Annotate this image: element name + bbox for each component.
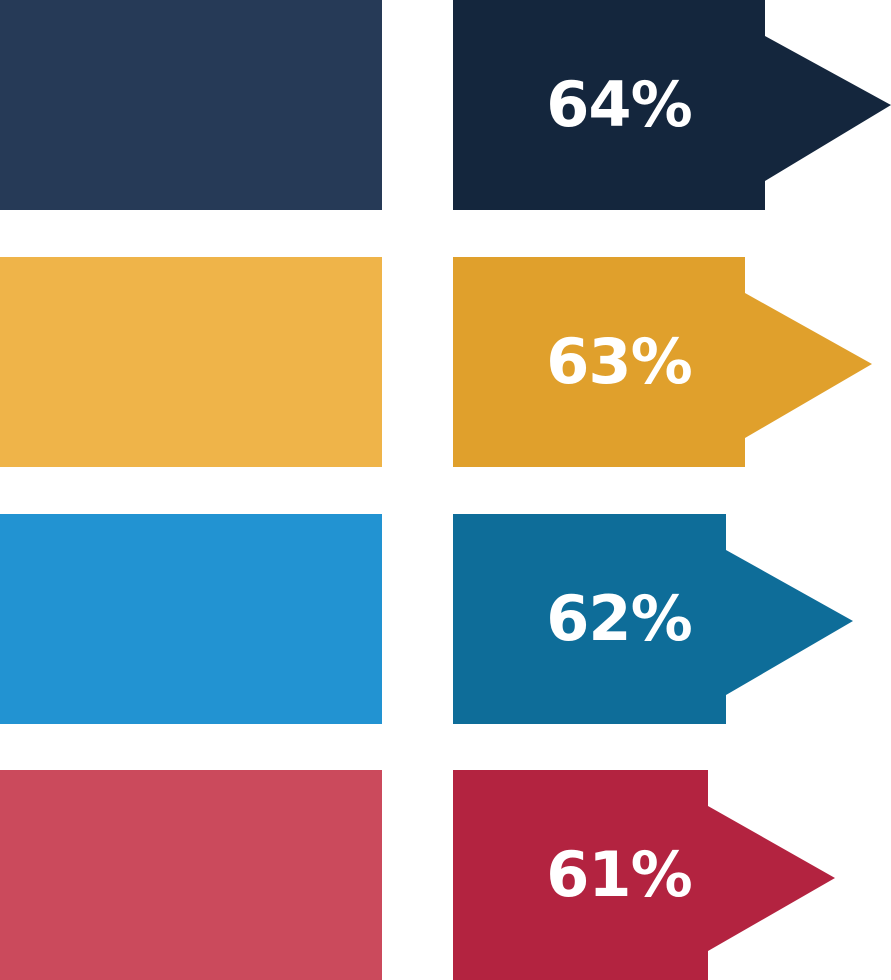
bar-row-1: 64% <box>0 0 891 210</box>
arrow-tag-3: 62% <box>453 514 891 724</box>
percent-label-2: 63% <box>546 325 692 398</box>
percent-label-4: 61% <box>546 838 692 911</box>
color-block-1 <box>0 0 382 210</box>
arrow-shape-4 <box>453 770 835 980</box>
color-block-4 <box>0 770 382 980</box>
arrow-tag-4: 61% <box>453 770 891 980</box>
percent-label-3: 62% <box>546 582 692 655</box>
arrow-tag-1: 64% <box>453 0 891 210</box>
arrow-shape-2 <box>453 257 872 467</box>
bar-row-3: 62% <box>0 514 891 724</box>
color-block-2 <box>0 257 382 467</box>
arrow-shape-3 <box>453 514 853 724</box>
color-block-3 <box>0 514 382 724</box>
arrow-shape-1 <box>453 0 891 210</box>
percent-label-1: 64% <box>546 68 692 141</box>
arrow-tag-2: 63% <box>453 257 891 467</box>
bar-row-2: 63% <box>0 257 891 467</box>
bar-row-4: 61% <box>0 770 891 980</box>
